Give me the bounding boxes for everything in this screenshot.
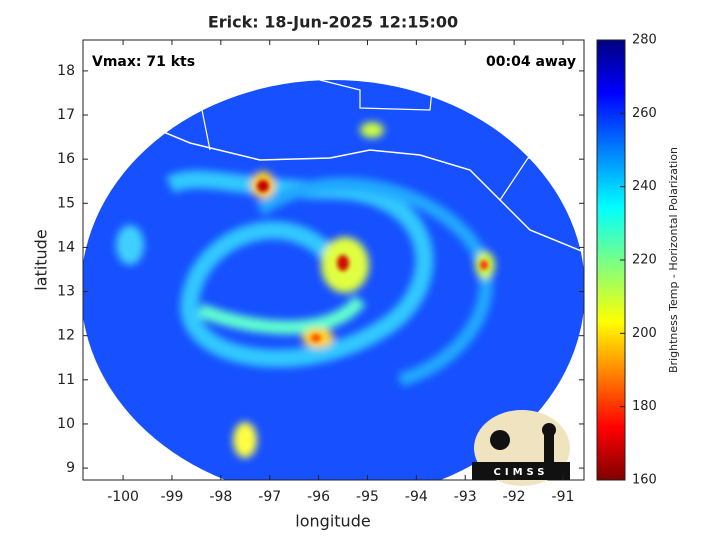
satellite-image	[83, 40, 584, 480]
colorbar-tick-label: 200	[632, 326, 657, 341]
x-tick-label: -92	[503, 489, 526, 505]
plot-frame	[82, 39, 585, 481]
colorbar-label: Brightness Temp - Horizontal Polarizatio…	[667, 147, 680, 373]
convective-cores	[257, 180, 488, 342]
x-tick-label: -99	[161, 489, 184, 505]
y-tick-label: 17	[57, 107, 75, 123]
colorbar-tick-label: 260	[632, 106, 657, 121]
y-axis-label: latitude	[32, 229, 51, 290]
y-tick-label: 11	[57, 372, 75, 388]
chart-title: Erick: 18-Jun-2025 12:15:00	[208, 13, 458, 32]
border	[499, 157, 584, 201]
x-tick-label: -100	[107, 489, 139, 505]
x-tick-label: -97	[258, 489, 281, 505]
y-tick-label: 12	[57, 328, 75, 344]
colorbar-tick-label: 240	[632, 179, 657, 194]
y-tick-label: 15	[57, 195, 75, 211]
x-tick-label: -96	[307, 489, 330, 505]
x-tick-label: -94	[405, 489, 428, 505]
border	[199, 40, 211, 151]
coastline	[83, 107, 584, 253]
y-tick-label: 9	[66, 460, 75, 476]
y-tick-label: 14	[57, 239, 75, 255]
colorbar-tick-label: 220	[632, 253, 657, 268]
colorbar-tick-label: 160	[632, 473, 657, 488]
annotation: 00:04 away	[486, 54, 576, 70]
colorbar-tick-label: 280	[632, 33, 657, 48]
border	[289, 40, 506, 111]
logo-text: CIMSS	[494, 467, 549, 478]
y-tick-label: 18	[57, 63, 75, 79]
y-tick-label: 13	[57, 284, 75, 300]
colorbar-tick-label: 180	[632, 399, 657, 414]
y-tick-label: 10	[57, 416, 75, 432]
x-axis-label: longitude	[295, 512, 370, 531]
annotation: Vmax: 71 kts	[92, 54, 195, 70]
logo: CIMSS	[472, 410, 570, 486]
x-tick-label: -98	[209, 489, 232, 505]
y-tick-label: 16	[57, 151, 75, 167]
x-tick-label: -91	[552, 489, 575, 505]
x-tick-label: -93	[454, 489, 477, 505]
x-tick-label: -95	[356, 489, 379, 505]
